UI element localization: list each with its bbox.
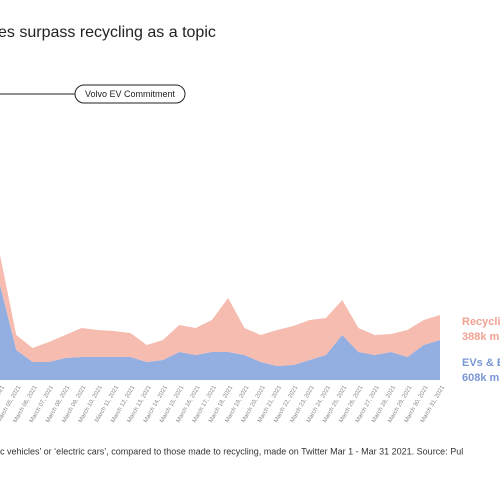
annotation: Volvo EV Commitment bbox=[85, 89, 176, 99]
legend-total: 608k m bbox=[462, 372, 500, 384]
annotation-box bbox=[74, 84, 186, 104]
legend-label: EVs & E bbox=[462, 357, 500, 369]
area bbox=[0, 255, 440, 366]
legend-total: 388k m bbox=[462, 331, 500, 343]
footnote: ic vehicles’ or ‘electric cars’, compare… bbox=[0, 446, 463, 456]
chart-title: es surpass recycling as a topic bbox=[0, 24, 216, 41]
legend-label: Recycli bbox=[462, 316, 500, 328]
area bbox=[0, 285, 440, 380]
